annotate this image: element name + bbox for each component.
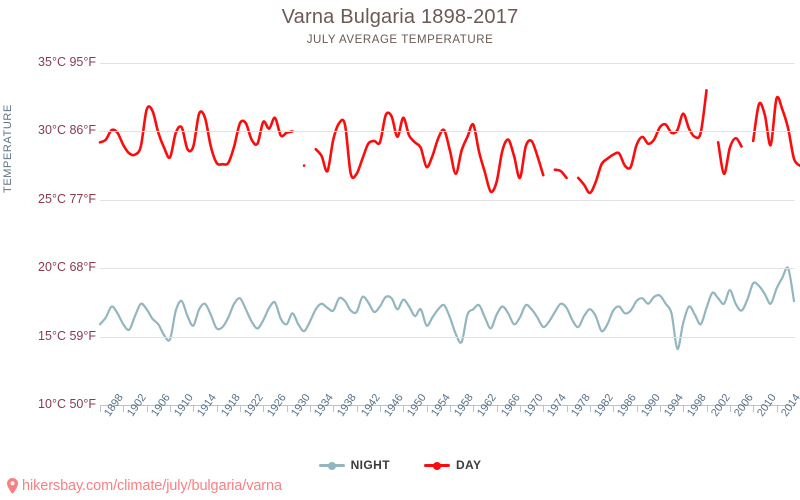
gridline xyxy=(100,131,795,133)
x-tick-mark xyxy=(239,405,241,412)
x-tick-mark xyxy=(169,405,171,412)
y-tick-label: 25°C 77°F xyxy=(38,191,96,206)
x-tick-mark xyxy=(263,405,265,412)
series-line-night xyxy=(98,266,796,351)
x-tick-mark xyxy=(753,405,755,412)
x-tick-mark xyxy=(473,405,475,412)
x-tick-mark xyxy=(729,405,731,412)
gridline xyxy=(100,63,795,64)
x-tick-mark xyxy=(286,405,288,412)
x-tick-mark xyxy=(123,405,125,412)
x-tick-mark xyxy=(706,405,708,412)
footer-attribution[interactable]: hikersbay.com/climate/july/bulgaria/varn… xyxy=(6,478,282,494)
x-tick-mark xyxy=(566,405,568,412)
x-tick-mark xyxy=(519,405,521,412)
legend-swatch-day-icon xyxy=(423,460,450,470)
x-tick-mark xyxy=(379,405,381,412)
x-tick-mark xyxy=(589,405,591,412)
x-tick-mark xyxy=(776,405,778,412)
y-tick-label: 35°C 95°F xyxy=(38,55,96,69)
series-line-day xyxy=(98,89,800,195)
legend-item-night[interactable]: NIGHT xyxy=(318,458,390,472)
y-tick-label: 10°C 50°F xyxy=(38,397,96,411)
plot-area xyxy=(98,63,800,406)
page-subtitle: JULY AVERAGE TEMPERATURE xyxy=(306,34,494,46)
x-tick-mark xyxy=(449,405,451,412)
legend-label: DAY xyxy=(455,458,482,472)
map-pin-icon xyxy=(6,478,19,494)
gridline xyxy=(100,268,795,270)
x-tick-mark xyxy=(216,405,218,412)
x-tick-mark xyxy=(100,405,101,412)
x-tick-mark xyxy=(543,405,545,412)
footer-url[interactable]: hikersbay.com/climate/july/bulgaria/varn… xyxy=(22,478,282,494)
x-tick-mark xyxy=(659,405,661,412)
x-tick-mark xyxy=(356,405,358,412)
legend-swatch-night-icon xyxy=(318,460,345,470)
y-axis-ticks: 35°C 95°F 30°C 86°F 25°C 77°F 20°C 68°F 15°C… xyxy=(0,0,96,500)
x-tick-mark xyxy=(426,405,428,412)
x-tick-mark xyxy=(683,405,685,412)
x-tick-mark xyxy=(636,405,638,412)
gridline xyxy=(100,336,795,338)
gridline xyxy=(100,199,795,201)
y-tick-label: 15°C 59°F xyxy=(38,328,96,343)
x-tick-mark xyxy=(333,405,335,412)
chart-legend: NIGHT DAY xyxy=(0,458,800,472)
x-tick-mark xyxy=(193,405,195,412)
legend-label: NIGHT xyxy=(350,458,390,472)
x-axis-line xyxy=(100,405,795,406)
x-tick-mark xyxy=(309,405,311,412)
x-tick-mark xyxy=(496,405,498,412)
page-title: Varna Bulgaria 1898-2017 xyxy=(281,6,519,28)
x-tick-mark xyxy=(146,405,148,412)
legend-item-day[interactable]: DAY xyxy=(423,458,482,472)
series-lines xyxy=(98,89,800,351)
y-tick-label: 30°C 86°F xyxy=(38,123,96,138)
x-tick-mark xyxy=(403,405,405,412)
x-tick-mark xyxy=(613,405,615,412)
y-tick-label: 20°C 68°F xyxy=(38,260,96,275)
